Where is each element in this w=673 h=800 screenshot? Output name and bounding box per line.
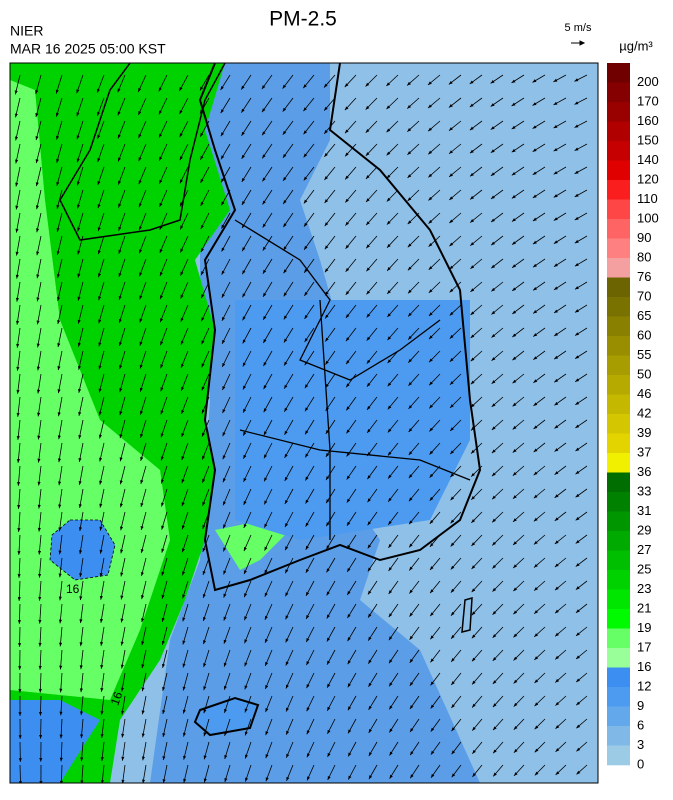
colorbar-segment — [607, 473, 630, 493]
colorbar-segment — [607, 629, 630, 649]
colorbar-label: 55 — [637, 347, 651, 362]
colorbar-segment — [607, 531, 630, 551]
colorbar-segment — [607, 687, 630, 707]
colorbar-segment — [607, 609, 630, 629]
colorbar-segment — [607, 336, 630, 356]
colorbar-segment — [607, 122, 630, 142]
colorbar-label: 70 — [637, 288, 651, 303]
colorbar-segment — [607, 200, 630, 220]
colorbar-segment — [607, 180, 630, 200]
wind-scale-label: 5 m/s — [565, 22, 592, 34]
timestamp: MAR 16 2025 05:00 KST — [10, 41, 166, 57]
region-inland — [235, 300, 470, 540]
colorbar-segment — [607, 726, 630, 746]
wind-scale-arrow — [571, 41, 584, 45]
colorbar-label: 9 — [637, 698, 644, 713]
colorbar-label: 39 — [637, 425, 651, 440]
colorbar-label: 100 — [637, 210, 659, 225]
colorbar-label: 46 — [637, 386, 651, 401]
colorbar-label: 37 — [637, 444, 651, 459]
colorbar-label: 17 — [637, 639, 651, 654]
colorbar-label: 29 — [637, 522, 651, 537]
colorbar-segment — [607, 746, 630, 766]
unit-label: µg/m³ — [619, 38, 653, 53]
colorbar-label: 110 — [637, 191, 658, 206]
colorbar-segment — [607, 570, 630, 590]
colorbar-segment — [607, 434, 630, 454]
colorbar-segment — [607, 278, 630, 298]
colorbar-segment — [607, 83, 630, 103]
colorbar-label: 160 — [637, 113, 659, 128]
colorbar-label: 12 — [637, 678, 651, 693]
colorbar-label: 6 — [637, 717, 644, 732]
colorbar-label: 140 — [637, 152, 659, 167]
colorbar-label: 76 — [637, 269, 651, 284]
contour-label: 16 — [66, 582, 80, 596]
colorbar-segment — [607, 161, 630, 181]
colorbar-segment — [607, 102, 630, 122]
colorbar-label: 21 — [637, 600, 651, 615]
colorbar-label: 27 — [637, 542, 651, 557]
colorbar-label: 16 — [637, 659, 651, 674]
colorbar-label: 80 — [637, 249, 651, 264]
colorbar-label: 60 — [637, 327, 651, 342]
colorbar-segment — [607, 453, 630, 473]
colorbar-segment — [607, 219, 630, 239]
colorbar-segment — [607, 551, 630, 571]
colorbar-label: 31 — [637, 503, 651, 518]
colorbar-segment — [607, 297, 630, 317]
colorbar-label: 65 — [637, 308, 651, 323]
colorbar-segment — [607, 492, 630, 512]
colorbar-label: 36 — [637, 464, 651, 479]
colorbar-segment — [607, 414, 630, 434]
colorbar-label: 19 — [637, 620, 651, 635]
colorbar-label: 0 — [637, 756, 644, 771]
colorbar-segment — [607, 395, 630, 415]
colorbar-label: 25 — [637, 561, 651, 576]
colorbar-label: 33 — [637, 483, 651, 498]
colorbar-label: 150 — [637, 132, 659, 147]
colorbar-segment — [607, 590, 630, 610]
colorbar-segment — [607, 648, 630, 668]
colorbar: 2001701601501401201101009080767065605550… — [607, 63, 659, 771]
colorbar-segment — [607, 239, 630, 259]
colorbar-label: 3 — [637, 737, 644, 752]
colorbar-segment — [607, 258, 630, 278]
colorbar-segment — [607, 375, 630, 395]
colorbar-label: 42 — [637, 405, 651, 420]
colorbar-segment — [607, 707, 630, 727]
colorbar-segment — [607, 512, 630, 532]
colorbar-segment — [607, 668, 630, 688]
colorbar-label: 170 — [637, 93, 659, 108]
title: PM-2.5 — [269, 8, 337, 31]
colorbar-label: 90 — [637, 230, 651, 245]
colorbar-label: 23 — [637, 581, 651, 596]
map: 16 16 — [10, 63, 598, 785]
colorbar-label: 50 — [637, 366, 651, 381]
colorbar-segment — [607, 356, 630, 376]
colorbar-segment — [607, 63, 630, 83]
agency: NIER — [10, 23, 43, 39]
colorbar-segment — [607, 141, 630, 161]
colorbar-label: 120 — [637, 171, 659, 186]
colorbar-segment — [607, 317, 630, 337]
colorbar-label: 200 — [637, 74, 659, 89]
